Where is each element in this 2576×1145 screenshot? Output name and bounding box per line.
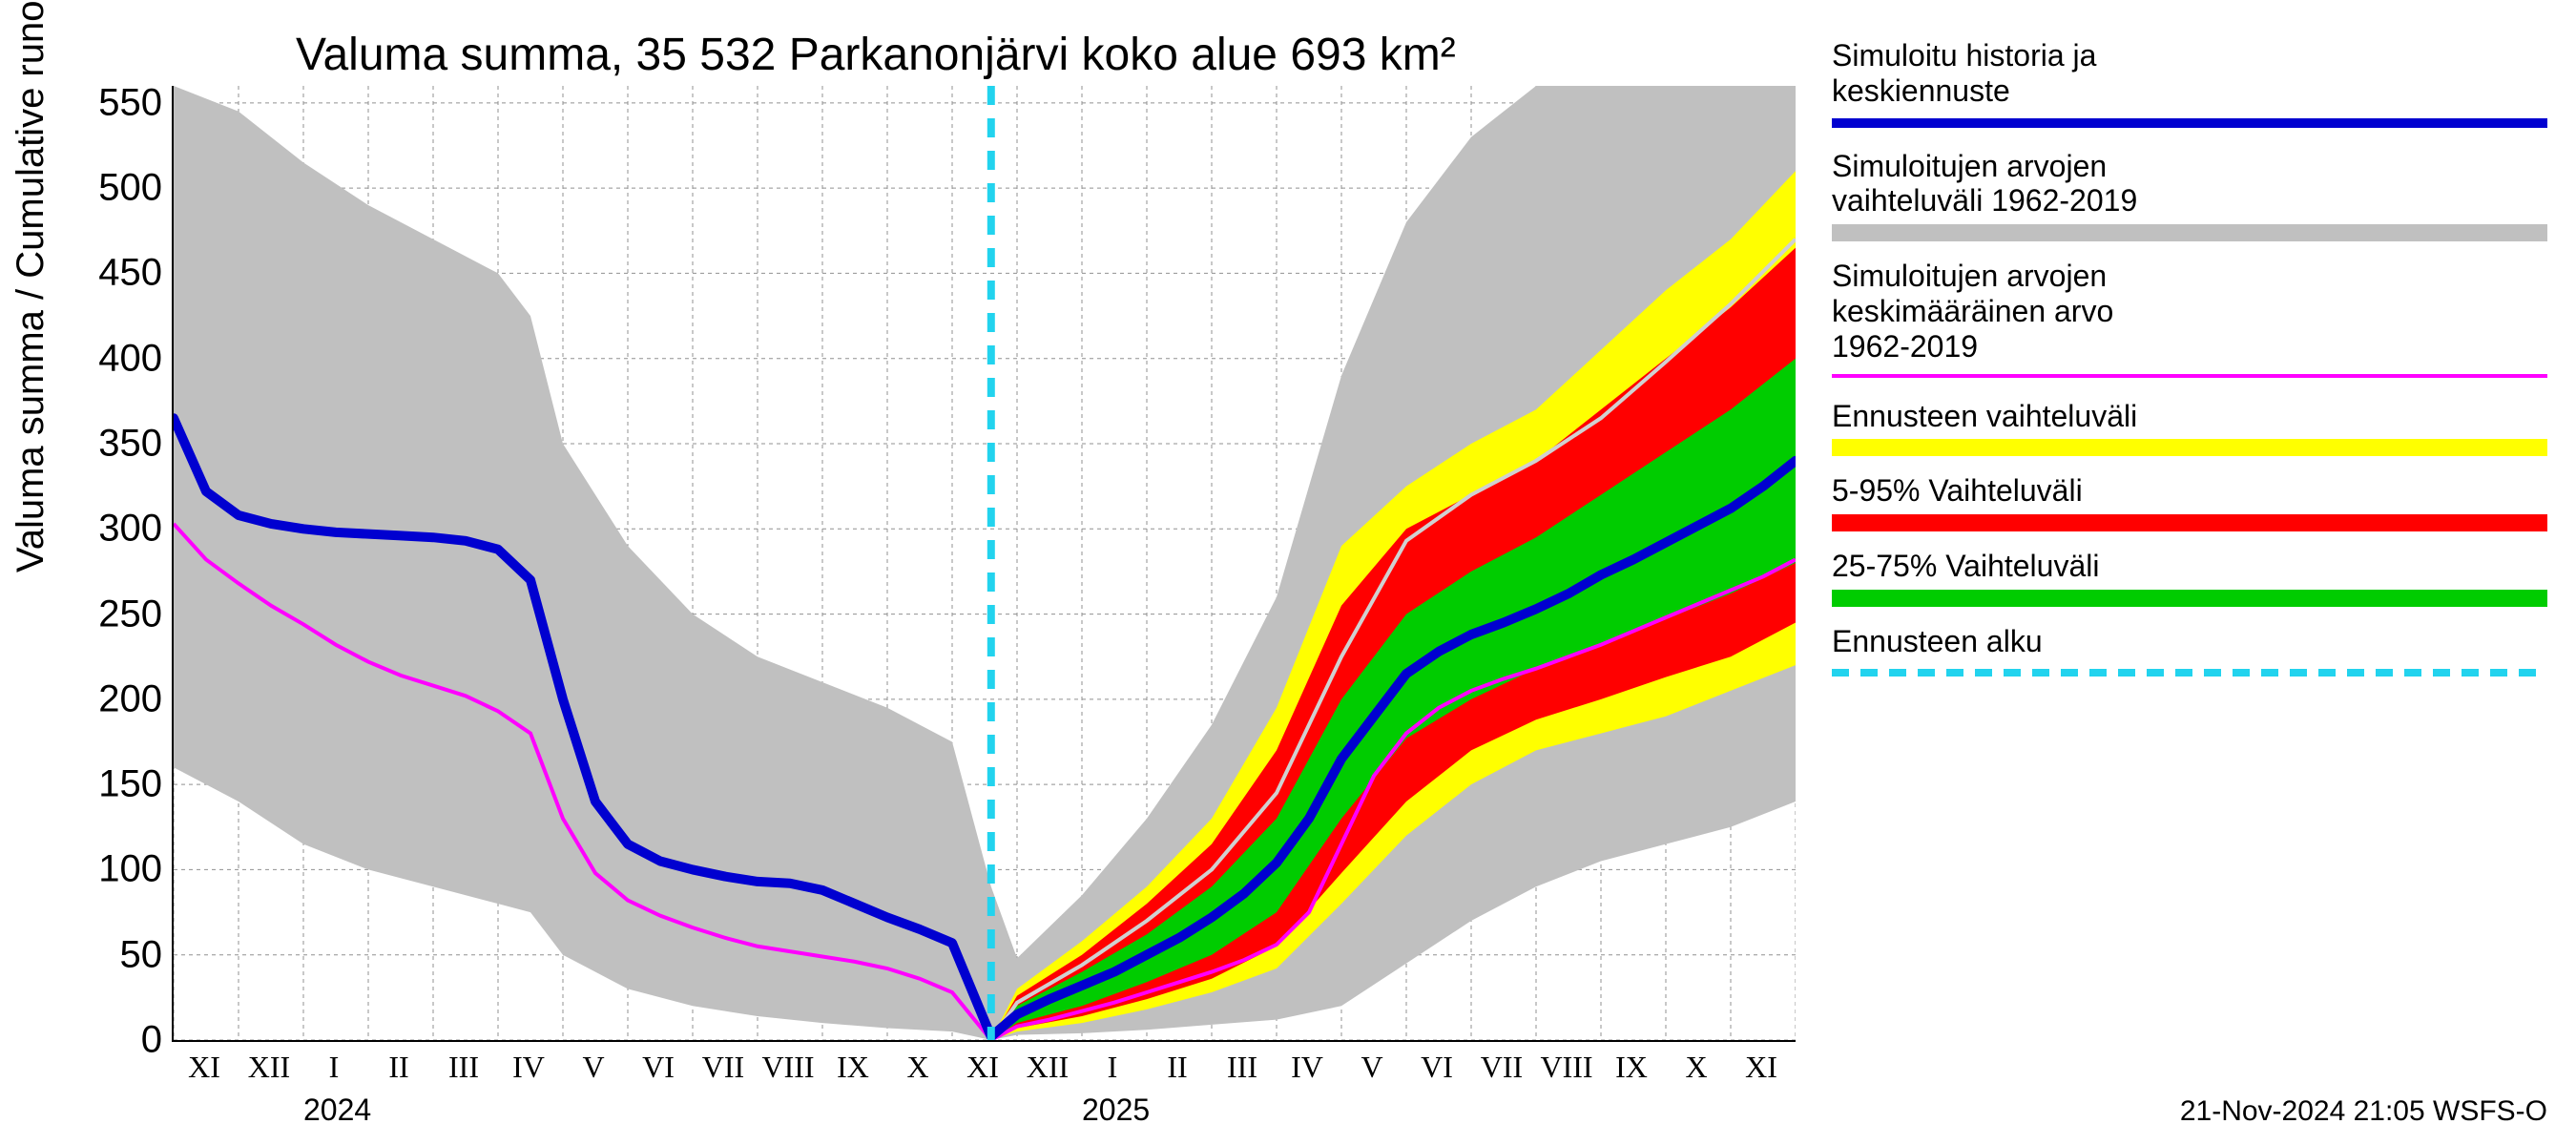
xtick-label: IX bbox=[1615, 1050, 1648, 1085]
year-label: 2024 bbox=[303, 1093, 371, 1128]
legend-label: keskimääräinen arvo bbox=[1832, 294, 2547, 329]
legend-swatch bbox=[1832, 118, 2547, 128]
legend-item: 25-75% Vaihteluväli bbox=[1832, 549, 2547, 607]
xtick-label: VI bbox=[642, 1050, 675, 1085]
xtick-label: X bbox=[906, 1050, 928, 1085]
xtick-label: X bbox=[1685, 1050, 1707, 1085]
xtick-label: VI bbox=[1421, 1050, 1453, 1085]
legend-swatch bbox=[1832, 514, 2547, 531]
xtick-label: V bbox=[1361, 1050, 1382, 1085]
ytick-label: 300 bbox=[10, 508, 162, 551]
ytick-label: 400 bbox=[10, 337, 162, 380]
legend-label: Simuloitujen arvojen bbox=[1832, 149, 2547, 184]
legend-item: Simuloitujen arvojenkeskimääräinen arvo … bbox=[1832, 259, 2547, 377]
xtick-label: III bbox=[448, 1050, 479, 1085]
legend-label: 1962-2019 bbox=[1832, 329, 2547, 364]
chart-container: Valuma summa, 35 532 Parkanonjärvi koko … bbox=[0, 0, 2576, 1145]
legend-label: 25-75% Vaihteluväli bbox=[1832, 549, 2547, 584]
xtick-label: XI bbox=[188, 1050, 220, 1085]
ytick-label: 350 bbox=[10, 423, 162, 466]
legend-label: Ennusteen alku bbox=[1832, 624, 2547, 659]
ytick-label: 550 bbox=[10, 81, 162, 124]
xtick-label: I bbox=[329, 1050, 340, 1085]
xtick-label: XII bbox=[1027, 1050, 1069, 1085]
xtick-label: IV bbox=[1291, 1050, 1323, 1085]
footer-timestamp: 21-Nov-2024 21:05 WSFS-O bbox=[2180, 1095, 2547, 1128]
xtick-label: IV bbox=[512, 1050, 545, 1085]
xtick-label: I bbox=[1108, 1050, 1118, 1085]
xtick-label: II bbox=[388, 1050, 408, 1085]
legend-label: Ennusteen vaihteluväli bbox=[1832, 399, 2547, 434]
xtick-label: XI bbox=[966, 1050, 999, 1085]
legend-swatch bbox=[1832, 590, 2547, 607]
plot-svg bbox=[174, 86, 1796, 1040]
legend-label: 5-95% Vaihteluväli bbox=[1832, 473, 2547, 509]
legend-label: vaihteluväli 1962-2019 bbox=[1832, 183, 2547, 219]
xtick-label: VIII bbox=[1540, 1050, 1592, 1085]
xtick-label: V bbox=[582, 1050, 604, 1085]
legend-swatch bbox=[1832, 374, 2547, 378]
xtick-label: XI bbox=[1745, 1050, 1777, 1085]
plot-area bbox=[172, 86, 1796, 1042]
legend-swatch bbox=[1832, 224, 2547, 241]
legend-label: Simuloitu historia ja bbox=[1832, 38, 2547, 73]
ytick-label: 50 bbox=[10, 933, 162, 976]
ytick-label: 200 bbox=[10, 677, 162, 720]
xtick-label: III bbox=[1227, 1050, 1257, 1085]
legend-item: Ennusteen vaihteluväli bbox=[1832, 399, 2547, 457]
ytick-label: 500 bbox=[10, 167, 162, 210]
legend-item: Simuloitujen arvojenvaihteluväli 1962-20… bbox=[1832, 149, 2547, 242]
legend-item: Ennusteen alku bbox=[1832, 624, 2547, 677]
legend-swatch bbox=[1832, 439, 2547, 456]
ytick-label: 100 bbox=[10, 848, 162, 891]
chart-title: Valuma summa, 35 532 Parkanonjärvi koko … bbox=[296, 29, 1456, 81]
year-label: 2025 bbox=[1082, 1093, 1150, 1128]
xtick-label: IX bbox=[837, 1050, 869, 1085]
ytick-label: 450 bbox=[10, 252, 162, 295]
legend-item: 5-95% Vaihteluväli bbox=[1832, 473, 2547, 531]
legend-label: keskiennuste bbox=[1832, 73, 2547, 109]
xtick-label: VII bbox=[1481, 1050, 1523, 1085]
legend-label: Simuloitujen arvojen bbox=[1832, 259, 2547, 294]
xtick-label: XII bbox=[248, 1050, 290, 1085]
legend-item: Simuloitu historia jakeskiennuste bbox=[1832, 38, 2547, 128]
ytick-label: 0 bbox=[10, 1019, 162, 1062]
ytick-label: 250 bbox=[10, 593, 162, 635]
legend: Simuloitu historia jakeskiennusteSimuloi… bbox=[1832, 38, 2547, 697]
xtick-label: VII bbox=[702, 1050, 744, 1085]
xtick-label: II bbox=[1167, 1050, 1187, 1085]
legend-swatch bbox=[1832, 669, 2547, 677]
xtick-label: VIII bbox=[761, 1050, 814, 1085]
ytick-label: 150 bbox=[10, 763, 162, 806]
